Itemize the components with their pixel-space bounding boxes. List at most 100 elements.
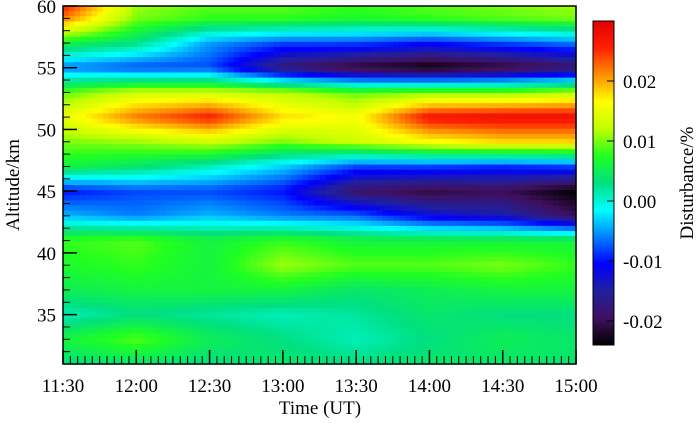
heatmap-cell — [291, 287, 298, 293]
heatmap-cell — [273, 26, 281, 33]
heatmap-cell — [484, 174, 492, 181]
heatmap-cell — [519, 52, 526, 58]
heatmap-cell — [416, 103, 423, 109]
heatmap-cell — [530, 251, 537, 258]
heatmap-cell — [387, 190, 395, 196]
heatmap-cell — [439, 128, 446, 135]
heatmap-cell — [256, 174, 264, 181]
heatmap-cell — [450, 82, 457, 89]
heatmap-cell — [177, 205, 184, 212]
heatmap-cell — [142, 169, 150, 176]
heatmap-cell — [211, 231, 218, 237]
heatmap-cell — [319, 164, 326, 171]
heatmap-cell — [450, 236, 457, 242]
heatmap-cell — [154, 128, 161, 135]
heatmap-cell — [365, 164, 372, 171]
heatmap-cell — [325, 169, 332, 176]
heatmap-cell — [228, 220, 235, 227]
heatmap-cell — [484, 92, 492, 99]
heatmap-cell — [245, 103, 252, 109]
heatmap-cell — [490, 220, 497, 227]
heatmap-cell — [330, 52, 338, 58]
heatmap-cell — [308, 144, 315, 150]
heatmap-cell — [102, 225, 110, 232]
heatmap-cell — [359, 205, 366, 212]
heatmap-cell — [154, 215, 161, 222]
heatmap-cell — [490, 271, 497, 278]
heatmap-cell — [456, 261, 463, 268]
heatmap-cell — [222, 241, 229, 247]
heatmap-cell — [439, 92, 446, 99]
heatmap-cell — [564, 62, 571, 68]
heatmap-cell — [382, 57, 389, 63]
heatmap-cell — [285, 82, 292, 89]
heatmap-cell — [211, 205, 218, 212]
heatmap-cell — [216, 72, 224, 79]
heatmap-cell — [159, 277, 167, 283]
heatmap-cell — [450, 67, 457, 74]
heatmap-cell — [279, 236, 286, 242]
heatmap-cell — [444, 195, 452, 201]
heatmap-cell — [182, 231, 189, 237]
heatmap-cell — [564, 72, 571, 79]
heatmap-cell — [564, 36, 571, 43]
heatmap-cell — [216, 174, 224, 181]
heatmap-cell — [273, 251, 281, 258]
heatmap-cell — [262, 205, 269, 212]
heatmap-cell — [330, 215, 338, 222]
heatmap-cell — [199, 6, 207, 12]
heatmap-cell — [273, 82, 281, 89]
heatmap-cell — [547, 261, 554, 268]
heatmap-cell — [530, 205, 537, 212]
heatmap-cell — [296, 72, 303, 79]
heatmap-cell — [439, 220, 446, 227]
heatmap-cell — [416, 200, 423, 207]
heatmap-cell — [302, 287, 309, 293]
heatmap-cell — [296, 179, 303, 186]
heatmap-cell — [439, 282, 446, 288]
heatmap-cell — [348, 67, 355, 74]
heatmap-cell — [296, 159, 303, 166]
heatmap-cell — [416, 149, 423, 155]
heatmap-cell — [501, 179, 509, 186]
heatmap-cell — [450, 220, 457, 227]
heatmap-cell — [462, 77, 469, 84]
heatmap-cell — [273, 77, 281, 84]
heatmap-cell — [473, 26, 480, 33]
heatmap-cell — [268, 26, 275, 33]
heatmap-cell — [296, 108, 303, 114]
heatmap-cell — [353, 144, 360, 150]
heatmap-cell — [159, 149, 167, 155]
heatmap-cell — [513, 36, 520, 43]
heatmap-cell — [256, 21, 264, 28]
heatmap-cell — [399, 190, 406, 196]
heatmap-cell — [68, 190, 75, 196]
heatmap-cell — [234, 287, 241, 293]
heatmap-cell — [308, 31, 315, 38]
heatmap-cell — [501, 195, 509, 201]
heatmap-cell — [484, 118, 492, 125]
heatmap-cell — [97, 169, 104, 176]
heatmap-cell — [450, 210, 457, 217]
heatmap-cell — [467, 277, 474, 283]
heatmap-cell — [268, 287, 275, 293]
heatmap-cell — [319, 241, 326, 247]
heatmap-cell — [137, 251, 144, 258]
heatmap-cell — [501, 52, 509, 58]
heatmap-cell — [171, 87, 178, 94]
heatmap-cell — [91, 205, 98, 212]
heatmap-cell — [444, 236, 452, 242]
heatmap-cell — [239, 261, 246, 268]
heatmap-cell — [165, 133, 172, 140]
heatmap-cell — [262, 215, 269, 222]
heatmap-cell — [553, 149, 560, 155]
heatmap-cell — [63, 6, 70, 12]
heatmap-cell — [74, 246, 81, 253]
heatmap-cell — [422, 144, 429, 150]
heatmap-cell — [427, 241, 435, 247]
heatmap-cell — [291, 205, 298, 212]
heatmap-cell — [564, 149, 571, 155]
heatmap-cell — [279, 108, 286, 114]
heatmap-cell — [165, 128, 172, 135]
heatmap-cell — [547, 6, 554, 12]
